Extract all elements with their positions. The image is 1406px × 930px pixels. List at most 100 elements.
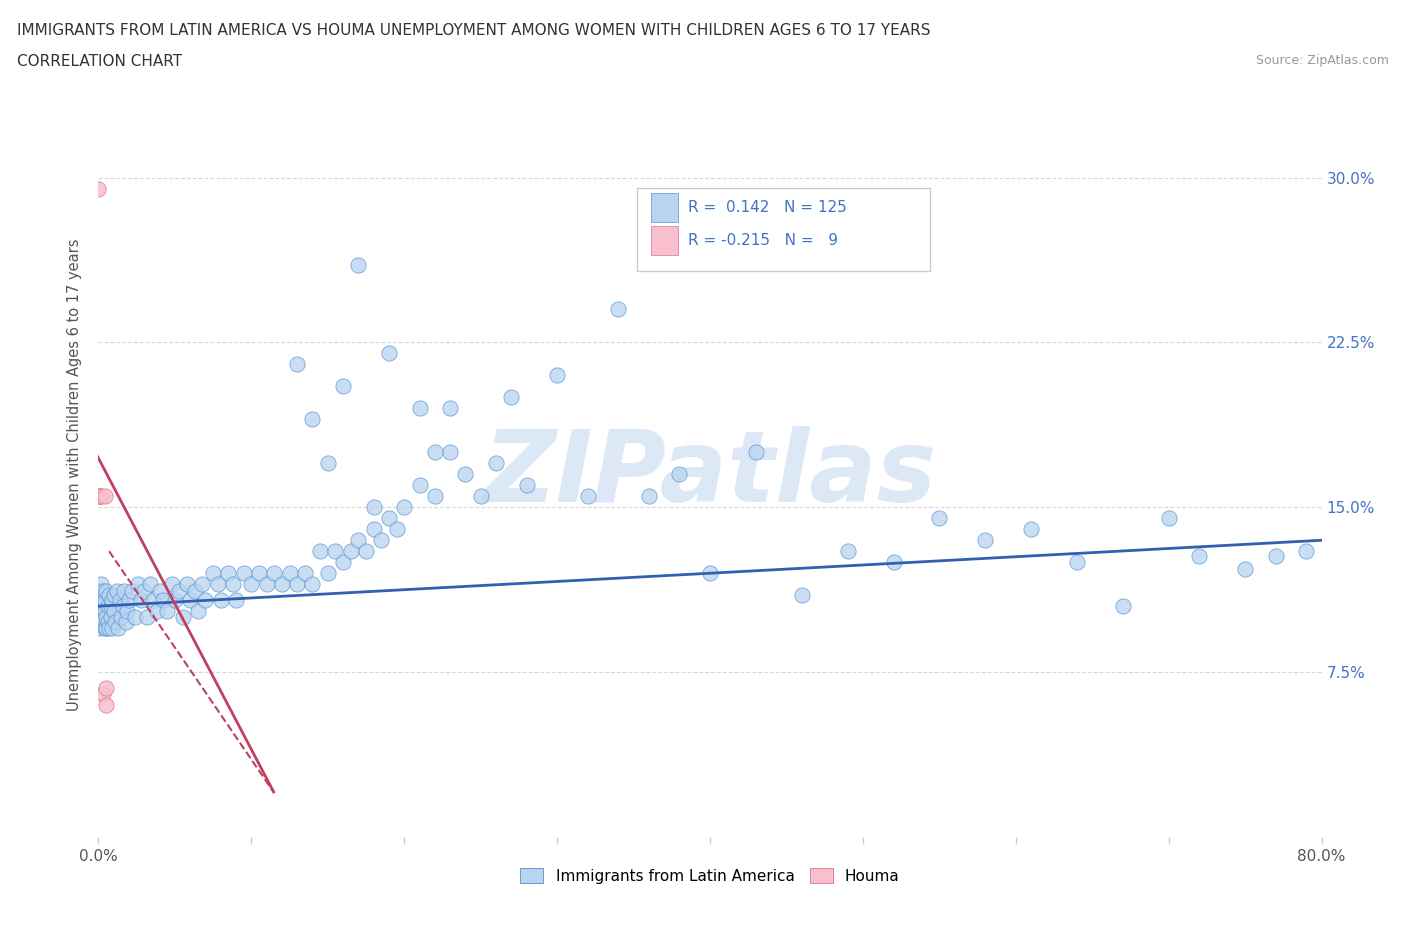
Point — [202, 565, 225, 580]
Point — [1264, 548, 1286, 563]
Point — [385, 522, 408, 537]
Point — [339, 544, 361, 559]
Point — [89, 620, 111, 635]
Point — [97, 614, 120, 629]
Point — [112, 583, 135, 598]
Point — [546, 368, 568, 383]
Point — [94, 610, 117, 625]
Point — [191, 577, 214, 591]
Y-axis label: Unemployment Among Women with Children Ages 6 to 17 years: Unemployment Among Women with Children A… — [67, 238, 83, 711]
Point — [90, 577, 112, 591]
Point — [247, 565, 270, 580]
Point — [142, 592, 165, 607]
Point — [90, 599, 112, 614]
Point — [103, 604, 125, 618]
Point — [104, 614, 127, 629]
Point — [347, 258, 370, 272]
Point — [408, 478, 430, 493]
Point — [370, 533, 392, 548]
Point — [378, 346, 401, 361]
Point — [90, 610, 112, 625]
Point — [194, 592, 217, 607]
Point — [136, 610, 159, 625]
Point — [278, 565, 301, 580]
Point — [115, 614, 138, 629]
FancyBboxPatch shape — [651, 193, 678, 222]
Point — [454, 467, 477, 482]
Point — [332, 555, 354, 570]
Point — [117, 604, 139, 618]
Point — [301, 412, 323, 427]
Point — [301, 577, 323, 591]
Point — [156, 604, 179, 618]
Legend: Immigrants from Latin America, Houma: Immigrants from Latin America, Houma — [520, 868, 900, 884]
Point — [325, 544, 347, 559]
Point — [118, 592, 141, 607]
Point — [98, 620, 121, 635]
Point — [270, 577, 292, 591]
Point — [928, 511, 950, 525]
Point — [637, 489, 661, 504]
Point — [127, 577, 149, 591]
Point — [607, 302, 630, 317]
Point — [91, 592, 114, 607]
Point — [668, 467, 690, 482]
Point — [89, 489, 111, 504]
Point — [699, 565, 721, 580]
Point — [94, 583, 117, 598]
Point — [285, 357, 308, 372]
Point — [316, 456, 339, 471]
Point — [89, 583, 111, 598]
Point — [101, 592, 124, 607]
Point — [87, 181, 110, 196]
Point — [172, 610, 194, 625]
Point — [145, 604, 167, 618]
Point — [105, 583, 128, 598]
Text: Source: ZipAtlas.com: Source: ZipAtlas.com — [1256, 54, 1389, 67]
Point — [485, 456, 508, 471]
Text: R =  0.142   N = 125: R = 0.142 N = 125 — [688, 200, 846, 215]
Point — [129, 592, 152, 607]
Point — [347, 533, 370, 548]
Point — [149, 583, 172, 598]
Point — [240, 577, 263, 591]
Point — [354, 544, 377, 559]
Point — [169, 583, 191, 598]
Point — [101, 620, 124, 635]
FancyBboxPatch shape — [637, 188, 931, 272]
Point — [423, 445, 446, 459]
Point — [294, 565, 316, 580]
Text: R = -0.215   N =   9: R = -0.215 N = 9 — [688, 233, 838, 248]
Point — [974, 533, 997, 548]
Point — [363, 499, 385, 514]
Point — [107, 620, 129, 635]
Point — [176, 577, 198, 591]
Point — [217, 565, 239, 580]
Point — [94, 680, 117, 695]
Point — [100, 599, 122, 614]
Point — [98, 588, 121, 603]
Point — [408, 401, 430, 416]
Point — [139, 577, 162, 591]
Point — [91, 614, 114, 629]
Point — [1066, 555, 1088, 570]
Point — [439, 401, 461, 416]
Point — [179, 592, 201, 607]
Point — [108, 592, 131, 607]
Point — [91, 686, 114, 701]
Point — [363, 522, 385, 537]
Text: IMMIGRANTS FROM LATIN AMERICA VS HOUMA UNEMPLOYMENT AMONG WOMEN WITH CHILDREN AG: IMMIGRANTS FROM LATIN AMERICA VS HOUMA U… — [17, 23, 931, 38]
Point — [184, 583, 207, 598]
Point — [187, 604, 209, 618]
Point — [111, 599, 134, 614]
Point — [152, 592, 174, 607]
Point — [1019, 522, 1042, 537]
Text: CORRELATION CHART: CORRELATION CHART — [17, 54, 181, 69]
Point — [124, 610, 146, 625]
Point — [94, 698, 117, 712]
Point — [501, 390, 523, 405]
Point — [93, 620, 115, 635]
Point — [89, 592, 111, 607]
Point — [103, 588, 125, 603]
Point — [222, 577, 245, 591]
